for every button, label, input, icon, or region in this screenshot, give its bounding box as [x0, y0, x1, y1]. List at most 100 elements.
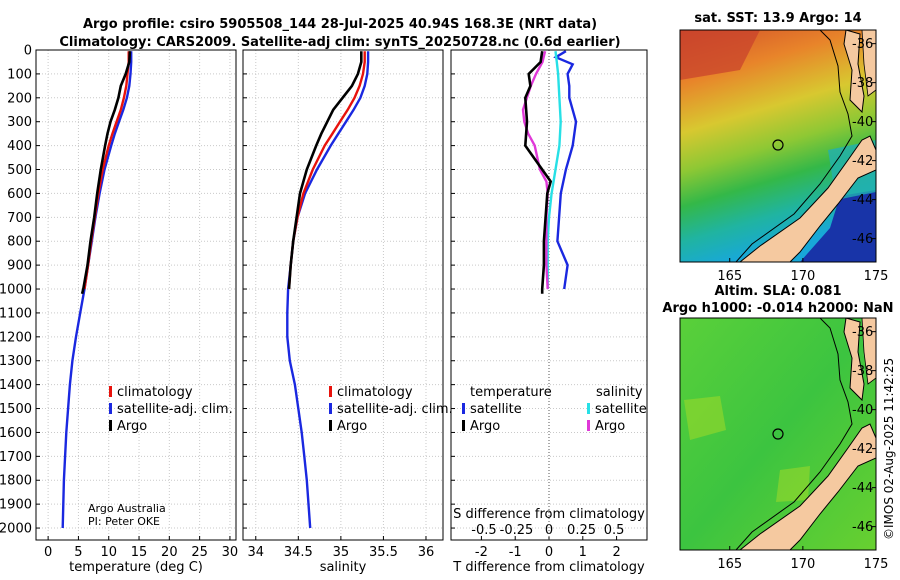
- figure-title-line1: Argo profile: csiro 5905508_144 28-Jul-2…: [83, 17, 597, 32]
- legend-label-argo: Argo: [117, 419, 147, 434]
- sla-north-island-east: [861, 318, 876, 385]
- legend-swatch-climatology: [329, 386, 332, 397]
- difference-grid: [451, 49, 647, 529]
- x-tick-label: 20: [161, 545, 178, 560]
- diff-salinity-satellite-line: [546, 51, 562, 289]
- s-diff-tick-label: -0.25: [500, 523, 534, 538]
- imos-watermark: ©IMOS 02-Aug-2025 11:42:25: [882, 358, 896, 540]
- depth-tick-label: 800: [7, 235, 32, 250]
- legend-swatch-temp-satellite: [462, 403, 465, 414]
- depth-tick-label: 1600: [0, 426, 32, 441]
- lon-tick-label: 170: [790, 269, 815, 284]
- sst-north-island-east: [861, 30, 876, 97]
- legend-label-temp-satellite: satellite: [470, 402, 522, 417]
- lat-tick-label: -44: [852, 481, 873, 496]
- sla-argo-location-marker: [772, 428, 784, 440]
- difference-panel: -2 -1 0 1 2 -0.5 -0.25 0 0.25 0.5 S difference f…: [450, 49, 648, 575]
- lat-tick-label: -38: [852, 76, 873, 91]
- depth-tick-label: 600: [7, 187, 32, 202]
- salinity-depth-ticks: [243, 49, 247, 529]
- salinity-x-ticks: 34 34.5 35 35.5 36: [247, 536, 434, 560]
- temperature-x-ticks: 0 5 10 15 20 25 30: [44, 536, 238, 560]
- salinity-grid: [243, 49, 443, 540]
- depth-tick-label: 0: [24, 44, 32, 59]
- sla-isobath-contour: [735, 318, 853, 550]
- x-tick-label: 2: [612, 545, 620, 560]
- temperature-depth-ticks: 0 100 200 300 400 500 600 700 800 900 1000 1100 1200…: [0, 44, 40, 537]
- x-tick-label: 35: [333, 545, 350, 560]
- diff-temperature-satellite-line: [553, 50, 578, 290]
- credit-line2: PI: Peter OKE: [88, 515, 160, 528]
- depth-tick-label: 900: [7, 259, 32, 274]
- sst-south-island-land: [739, 135, 876, 262]
- difference-depth-ticks: [451, 49, 455, 529]
- lat-tick-label: -42: [852, 442, 873, 457]
- lat-tick-label: -46: [852, 232, 873, 247]
- legend-label-argo: Argo: [337, 419, 367, 434]
- diff-temperature-argo-line: [523, 51, 553, 294]
- difference-x-ticks: -2 -1 0 1 2: [475, 536, 621, 560]
- x-tick-label: 15: [131, 545, 148, 560]
- lon-tick-label: 175: [864, 557, 889, 572]
- salinity-panel: 34 34.5 35 35.5 36 salinity climatology sate…: [242, 49, 453, 575]
- legend-swatch-sal-satellite: [587, 403, 590, 414]
- depth-tick-label: 300: [7, 115, 32, 130]
- depth-tick-label: 400: [7, 139, 32, 154]
- lon-tick-label: 170: [790, 557, 815, 572]
- figure-title-line2: Climatology: CARS2009. Satellite-adj cli…: [59, 35, 620, 50]
- x-tick-label: 1: [579, 545, 587, 560]
- difference-s-ticks: -0.5 -0.25 0 0.25 0.5: [471, 523, 624, 538]
- lat-tick-label: -40: [852, 115, 873, 130]
- legend-label-sal-satellite: satellite: [595, 402, 647, 417]
- s-diff-tick-label: 0.25: [567, 523, 596, 538]
- s-diff-tick-label: -0.5: [471, 523, 496, 538]
- sst-north-island-land: [843, 30, 865, 114]
- legend-label-temp-argo: Argo: [470, 419, 500, 434]
- sst-map-title: sat. SST: 13.9 Argo: 14: [694, 11, 861, 26]
- x-tick-label: 0: [44, 545, 52, 560]
- sla-lon-ticks: 165 170 175: [717, 546, 888, 572]
- sla-lat-ticks: -36 -38 -40 -42 -44 -46: [852, 325, 876, 535]
- sst-isobath-contour: [735, 30, 853, 262]
- sla-map-title-line2: Argo h1000: -0.014 h2000: NaN: [662, 301, 893, 316]
- sst-map-frame: [679, 29, 877, 263]
- sla-yellow-patch: [684, 396, 726, 440]
- legend-header-salinity: salinity: [596, 385, 643, 400]
- sst-cold-water-patch: [800, 190, 876, 262]
- s-diff-tick-label: 0.5: [604, 523, 625, 538]
- legend-swatch-sal-argo: [587, 420, 590, 431]
- lon-tick-label: 165: [717, 557, 742, 572]
- x-tick-label: 36: [418, 545, 435, 560]
- legend-swatch-temp-argo: [462, 420, 465, 431]
- depth-tick-label: 1700: [0, 450, 32, 465]
- x-tick-label: 30: [222, 545, 239, 560]
- difference-axes-frame: [450, 49, 648, 541]
- legend-swatch-climatology: [109, 386, 112, 397]
- salinity-climatology-line: [287, 51, 366, 290]
- sla-map: Altim. SLA: 0.081 Argo h1000: -0.014 h20…: [662, 284, 893, 572]
- sla-map-title-line1: Altim. SLA: 0.081: [715, 284, 842, 299]
- x-tick-label: 34.5: [284, 545, 313, 560]
- legend-label-satellite: satellite-adj. clim.: [117, 402, 233, 417]
- credit-line1: Argo Australia: [88, 502, 166, 515]
- lat-tick-label: -36: [852, 37, 873, 52]
- difference-s-xlabel: S difference from climatology: [453, 507, 645, 522]
- depth-tick-label: 500: [7, 163, 32, 178]
- depth-tick-label: 1900: [0, 498, 32, 513]
- x-tick-label: 5: [74, 545, 82, 560]
- lat-tick-label: -46: [852, 520, 873, 535]
- lat-tick-label: -44: [852, 193, 873, 208]
- depth-tick-label: 1100: [0, 306, 32, 321]
- legend-swatch-argo: [109, 420, 112, 431]
- legend-label-climatology: climatology: [337, 385, 413, 400]
- depth-tick-label: 700: [7, 211, 32, 226]
- diff-salinity-argo-line: [521, 50, 549, 290]
- lat-tick-label: -40: [852, 403, 873, 418]
- temperature-panel: 0100200300400500600700800900100011001200…: [0, 44, 238, 576]
- salinity-xlabel: salinity: [320, 560, 367, 575]
- temperature-axes-frame: [35, 49, 237, 541]
- salinity-legend: climatology satellite-adj. clim. Argo: [329, 385, 453, 434]
- lat-tick-label: -36: [852, 325, 873, 340]
- legend-swatch-argo: [329, 420, 332, 431]
